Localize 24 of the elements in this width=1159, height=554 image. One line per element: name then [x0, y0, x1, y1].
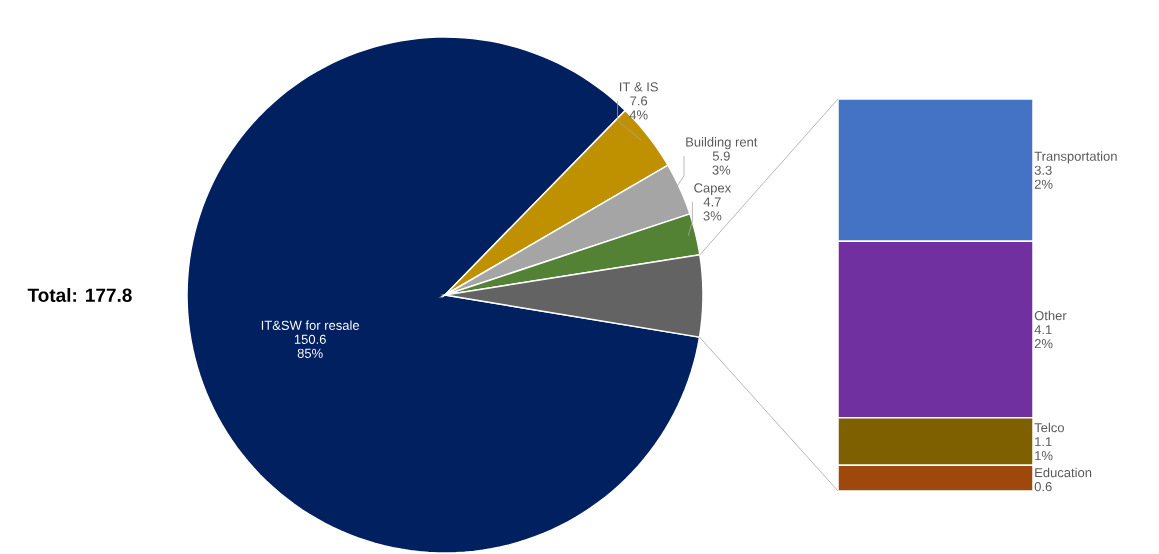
text: 2% [1034, 339, 1053, 349]
text: Total: 177.8 [27, 288, 132, 302]
slice-label: Capex [694, 183, 732, 196]
series-label: Education [1035, 467, 1092, 478]
series-label: Other [1034, 310, 1067, 321]
text: 4% [629, 110, 648, 120]
text: 7.6 [630, 96, 648, 106]
text: 150.6 [294, 334, 326, 344]
slice-label: IT & IS [620, 82, 658, 92]
data-label: 1.1 [1035, 437, 1052, 447]
text: 1% [1035, 451, 1053, 461]
data-label: 3.3 [1034, 165, 1052, 175]
data-label: 4.1 [1034, 325, 1052, 335]
series-label: Transportation [1034, 151, 1117, 164]
slice-label: Building rent [686, 137, 758, 150]
series-label: Telco [1034, 422, 1064, 433]
text: 5.9 [712, 151, 730, 161]
slice-label: IT&SW for resale [261, 320, 360, 330]
text: 3% [703, 211, 722, 221]
text: 2% [1034, 179, 1053, 189]
text: 3% [712, 165, 731, 175]
text: 4.7 [703, 197, 721, 207]
data-label: 0.6 [1034, 482, 1052, 492]
text: 85% [297, 348, 323, 358]
